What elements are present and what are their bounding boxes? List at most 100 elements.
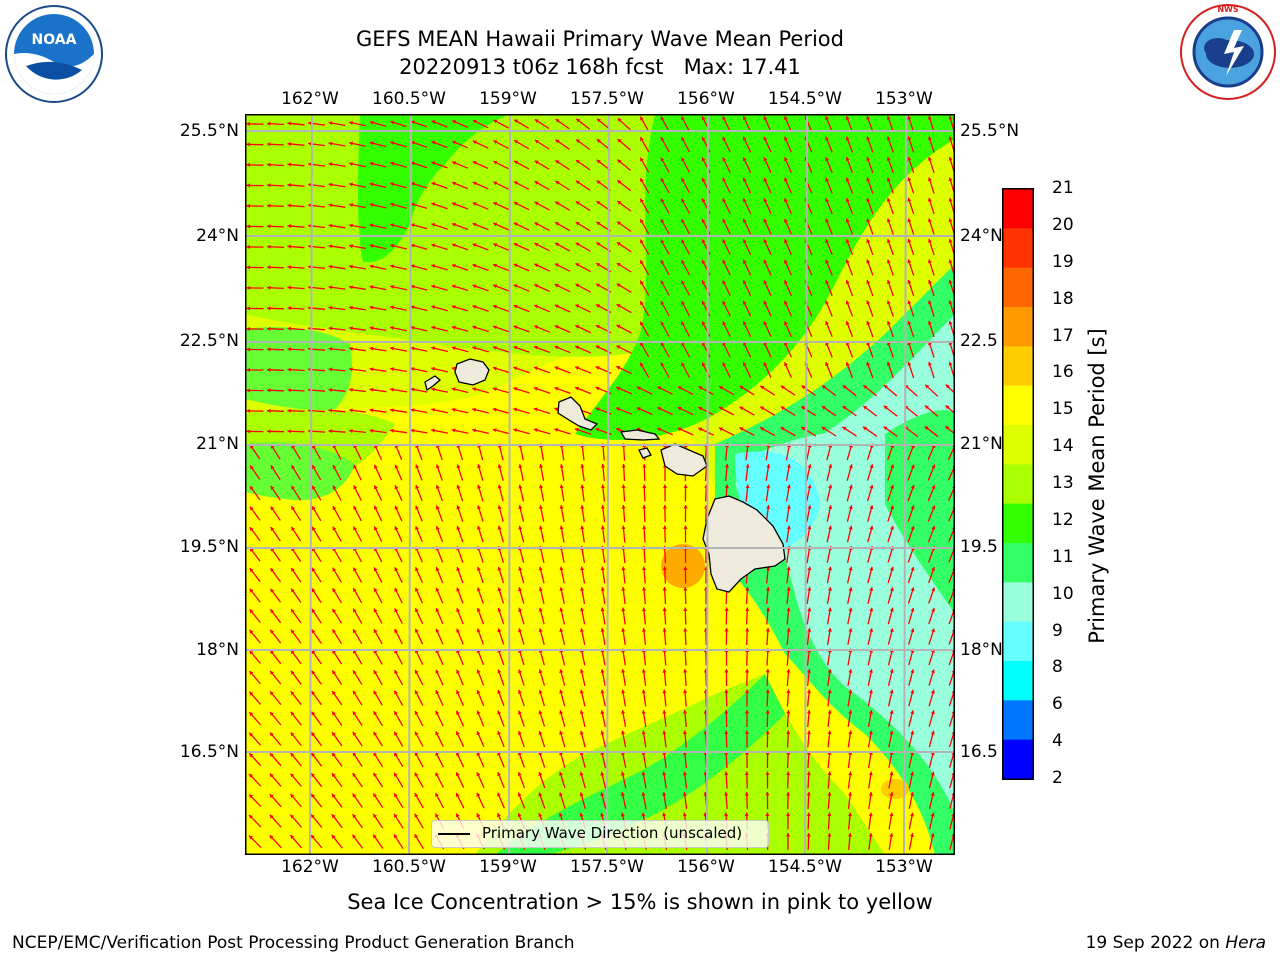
wave-direction-arrowhead xyxy=(555,222,560,226)
wave-direction-arrowhead xyxy=(452,161,457,165)
colorbar xyxy=(1002,188,1034,780)
wave-direction-arrowhead xyxy=(369,305,374,310)
wave-direction-arrowhead xyxy=(784,362,788,367)
wave-direction-arrowhead xyxy=(555,181,560,185)
wave-direction-arrowhead xyxy=(332,465,337,469)
wave-direction-arrowhead xyxy=(722,157,727,162)
wave-direction-arrowhead xyxy=(267,367,271,372)
wave-direction-arrowhead xyxy=(270,670,274,675)
wave-direction-arrowhead xyxy=(410,305,415,310)
wave-direction-arrowhead xyxy=(662,525,667,529)
wave-direction-arrowhead xyxy=(518,669,522,674)
wave-direction-arrowhead xyxy=(596,180,601,185)
wave-direction-arrowhead xyxy=(662,730,667,735)
wave-direction-arrowhead xyxy=(349,285,353,290)
wave-direction-arrowhead xyxy=(374,505,378,510)
wave-direction-arrowhead xyxy=(660,157,665,162)
wave-direction-arrowhead xyxy=(287,326,292,331)
wave-direction-arrowhead xyxy=(925,405,929,410)
wave-direction-arrowhead xyxy=(722,362,727,367)
wave-direction-arrowhead xyxy=(886,116,891,120)
wave-direction-arrowhead xyxy=(889,710,894,714)
wave-direction-arrowhead xyxy=(683,710,688,714)
wave-direction-arrowhead xyxy=(600,812,605,817)
wave-direction-arrowhead xyxy=(889,812,894,817)
wave-direction-arrowhead xyxy=(910,464,915,469)
wave-direction-arrowhead xyxy=(414,793,419,798)
wave-direction-arrowhead xyxy=(760,406,765,411)
wave-direction-arrowhead xyxy=(683,525,688,529)
wave-direction-arrowhead xyxy=(701,300,706,305)
wave-direction-arrowhead xyxy=(477,525,481,530)
wave-direction-arrowhead xyxy=(786,792,791,796)
wave-direction-arrowhead xyxy=(662,628,667,632)
colorbar-tick-label: 13 xyxy=(1052,473,1074,493)
wave-direction-arrowhead xyxy=(250,465,254,470)
wave-direction-arrowhead xyxy=(349,244,353,249)
wave-direction-arrowhead xyxy=(410,284,415,289)
wave-direction-arrowhead xyxy=(825,157,829,162)
wave-direction-arrowhead xyxy=(497,792,501,797)
wave-direction-arrowhead xyxy=(410,161,415,166)
wave-direction-arrowhead xyxy=(931,485,936,490)
wave-direction-arrowhead xyxy=(435,587,440,592)
wave-direction-arrowhead xyxy=(724,628,729,632)
wave-direction-arrowhead xyxy=(660,321,665,326)
wave-direction-arrowhead xyxy=(390,202,395,207)
nws-logo: NWS xyxy=(1180,4,1276,100)
wave-direction-arrowhead xyxy=(394,608,399,613)
colorbar-segment xyxy=(1003,189,1033,229)
wave-direction-arrowhead xyxy=(600,689,605,694)
graticule xyxy=(245,114,955,855)
wave-direction-arrowhead xyxy=(948,320,953,325)
wave-direction-arrowhead xyxy=(910,587,915,592)
wave-direction-arrowhead xyxy=(743,218,747,223)
wave-direction-arrowhead xyxy=(476,566,481,571)
wave-direction-arrowhead xyxy=(291,465,296,470)
wave-direction-arrowhead xyxy=(743,136,747,141)
wave-direction-arrowhead xyxy=(596,283,601,288)
wave-direction-arrowhead xyxy=(332,629,336,634)
wave-direction-arrowhead xyxy=(827,587,832,591)
wave-direction-arrowhead xyxy=(724,792,729,796)
wave-direction-arrowhead xyxy=(517,710,522,715)
wave-direction-arrowhead xyxy=(353,690,357,695)
wave-direction-arrowhead xyxy=(414,813,419,818)
colorbar-tick-label: 6 xyxy=(1052,694,1063,715)
wave-direction-arrowhead xyxy=(287,244,292,249)
wave-direction-arrowhead xyxy=(641,710,646,714)
wave-direction-arrowhead xyxy=(910,771,915,776)
wave-direction-arrowhead xyxy=(601,464,606,468)
wave-direction-arrowhead xyxy=(576,160,580,164)
wave-direction-arrowhead xyxy=(744,812,749,816)
wave-direction-arrowhead xyxy=(373,608,378,613)
wave-direction-arrowhead xyxy=(353,526,357,531)
wave-direction-arrowhead xyxy=(763,177,768,182)
wave-direction-arrowhead xyxy=(928,218,932,223)
wave-direction-arrowhead xyxy=(786,525,791,530)
wave-direction-arrowhead xyxy=(701,280,706,285)
wave-direction-arrowhead xyxy=(269,773,274,778)
wave-direction-arrowhead xyxy=(784,259,788,264)
wave-direction-arrowhead xyxy=(743,116,747,121)
wave-direction-arrowhead xyxy=(683,607,688,611)
wave-direction-arrowhead xyxy=(576,139,581,144)
wave-direction-arrowhead xyxy=(886,136,891,141)
colorbar-segment xyxy=(1003,661,1033,701)
wave-direction-arrowhead xyxy=(827,566,832,571)
wave-direction-arrowhead xyxy=(600,730,605,735)
wave-direction-arrowhead xyxy=(928,156,932,161)
wave-direction-arrowhead xyxy=(328,203,333,208)
wave-direction-arrowhead xyxy=(492,387,497,392)
wave-direction-arrowhead xyxy=(534,201,539,206)
wave-direction-arrowhead xyxy=(845,177,850,182)
wave-direction-arrowhead xyxy=(559,525,564,530)
wave-direction-arrowhead xyxy=(328,223,333,228)
wave-direction-arrowhead xyxy=(948,361,953,366)
wave-direction-arrowhead xyxy=(681,178,685,182)
wave-direction-arrowhead xyxy=(683,566,688,570)
wave-direction-arrowhead xyxy=(410,367,415,371)
wave-direction-arrowhead xyxy=(845,218,850,223)
wave-direction-arrowhead xyxy=(786,464,791,468)
wave-direction-arrowhead xyxy=(269,753,274,757)
